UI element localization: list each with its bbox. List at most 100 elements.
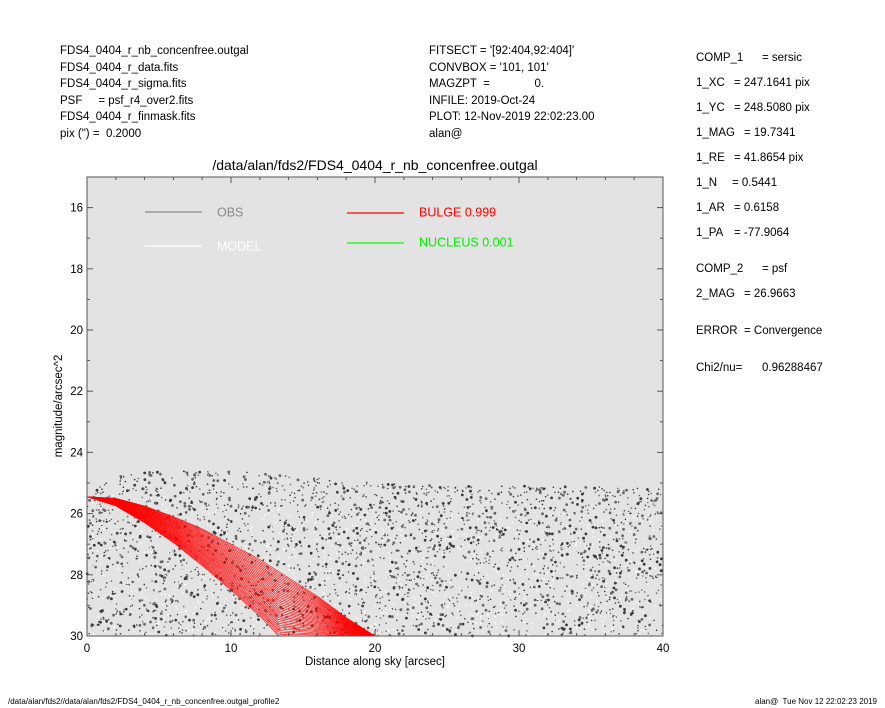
obs-point bbox=[539, 572, 541, 574]
obs-point bbox=[466, 572, 470, 575]
model-point bbox=[226, 587, 228, 589]
obs-point bbox=[488, 559, 491, 561]
obs-point bbox=[153, 555, 157, 559]
obs-point bbox=[194, 474, 196, 476]
model-point bbox=[173, 588, 176, 590]
obs-point bbox=[416, 575, 420, 579]
obs-point bbox=[191, 577, 193, 580]
obs-point bbox=[354, 490, 357, 493]
obs-point bbox=[99, 486, 101, 488]
obs-point bbox=[523, 508, 527, 512]
obs-point bbox=[546, 604, 549, 606]
obs-point bbox=[242, 486, 245, 488]
obs-point bbox=[423, 597, 427, 601]
obs-point bbox=[443, 511, 446, 513]
obs-point bbox=[582, 559, 586, 562]
obs-point bbox=[629, 562, 631, 565]
model-point bbox=[660, 526, 663, 529]
obs-point bbox=[497, 567, 500, 571]
obs-point bbox=[428, 484, 431, 487]
obs-point bbox=[581, 556, 584, 559]
obs-point bbox=[317, 556, 320, 558]
model-point bbox=[625, 543, 627, 545]
obs-point bbox=[618, 601, 620, 604]
model-point bbox=[116, 567, 119, 569]
obs-point bbox=[370, 506, 373, 509]
model-point bbox=[648, 513, 650, 516]
model-point bbox=[536, 574, 539, 576]
obs-point bbox=[436, 550, 439, 553]
model-point bbox=[157, 567, 159, 569]
model-point bbox=[380, 631, 382, 633]
obs-point bbox=[498, 530, 502, 534]
obs-point bbox=[366, 626, 370, 630]
model-point bbox=[113, 595, 115, 597]
obs-point bbox=[612, 586, 616, 590]
model-point bbox=[574, 544, 576, 547]
model-point bbox=[587, 524, 589, 526]
obs-point bbox=[594, 526, 598, 530]
model-point bbox=[456, 616, 459, 619]
obs-point bbox=[199, 488, 201, 490]
obs-point bbox=[137, 477, 140, 480]
obs-point bbox=[509, 548, 513, 552]
model-point bbox=[627, 513, 629, 516]
obs-point bbox=[542, 556, 546, 560]
obs-point bbox=[356, 539, 359, 541]
obs-point bbox=[272, 486, 274, 489]
obs-point bbox=[269, 492, 271, 494]
obs-point bbox=[106, 569, 108, 572]
obs-point bbox=[391, 608, 394, 610]
obs-point bbox=[262, 480, 266, 484]
obs-point bbox=[242, 619, 246, 622]
obs-point bbox=[448, 547, 451, 550]
obs-point bbox=[115, 629, 118, 631]
obs-point bbox=[436, 491, 439, 494]
obs-point bbox=[303, 505, 306, 507]
obs-point bbox=[396, 629, 399, 631]
obs-point bbox=[438, 511, 441, 513]
obs-point bbox=[559, 487, 562, 490]
obs-point bbox=[216, 497, 218, 500]
obs-point bbox=[430, 486, 433, 489]
obs-point bbox=[123, 608, 125, 611]
obs-point bbox=[607, 547, 611, 550]
model-point bbox=[570, 573, 572, 575]
obs-point bbox=[101, 488, 103, 491]
model-point bbox=[397, 528, 400, 531]
obs-point bbox=[620, 570, 623, 572]
obs-point bbox=[232, 540, 234, 543]
model-point bbox=[96, 550, 99, 552]
obs-point bbox=[207, 471, 209, 473]
obs-point bbox=[127, 521, 129, 523]
bulge-curve bbox=[86, 496, 376, 637]
obs-point bbox=[307, 580, 309, 583]
obs-point bbox=[215, 491, 218, 494]
obs-point bbox=[518, 587, 520, 589]
obs-point bbox=[587, 603, 589, 605]
obs-point bbox=[454, 487, 456, 489]
model-point bbox=[375, 629, 378, 632]
param-1-n: 1_N = 0.5441 bbox=[696, 177, 778, 189]
obs-point bbox=[426, 586, 430, 590]
obs-point bbox=[124, 532, 127, 536]
obs-point bbox=[468, 519, 470, 521]
obs-point bbox=[568, 524, 572, 528]
model-point bbox=[180, 611, 183, 613]
obs-point bbox=[450, 586, 452, 589]
obs-point bbox=[469, 496, 473, 499]
obs-point bbox=[128, 595, 131, 597]
obs-point bbox=[483, 521, 487, 525]
obs-point bbox=[452, 602, 455, 605]
model-point bbox=[144, 597, 147, 599]
obs-point bbox=[381, 596, 384, 598]
obs-point bbox=[644, 598, 646, 601]
obs-point bbox=[152, 611, 154, 613]
model-point bbox=[478, 535, 480, 538]
model-point bbox=[149, 547, 152, 549]
model-point bbox=[114, 588, 116, 590]
model-point bbox=[552, 547, 555, 549]
model-point bbox=[455, 629, 457, 631]
obs-point bbox=[425, 494, 428, 496]
bulge-curve bbox=[86, 496, 376, 637]
